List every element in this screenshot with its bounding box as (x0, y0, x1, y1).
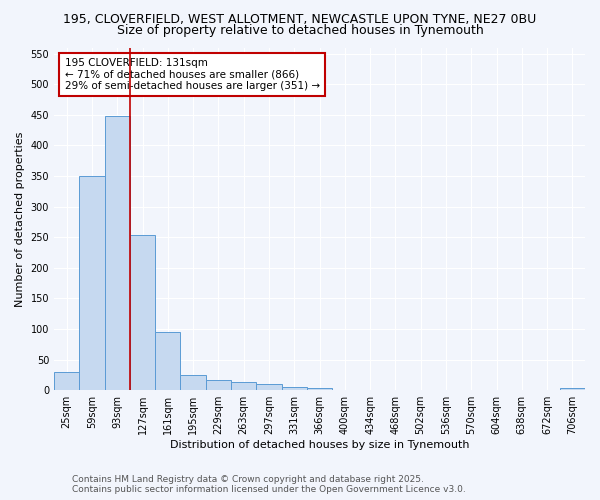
X-axis label: Distribution of detached houses by size in Tynemouth: Distribution of detached houses by size … (170, 440, 469, 450)
Bar (206, 380, 231, 390)
Bar (281, 387, 307, 390)
Bar (307, 388, 332, 390)
Bar (130, 236, 155, 390)
Bar (155, 332, 181, 390)
Bar (54, 372, 79, 390)
Bar (231, 382, 256, 390)
Text: 195, CLOVERFIELD, WEST ALLOTMENT, NEWCASTLE UPON TYNE, NE27 0BU: 195, CLOVERFIELD, WEST ALLOTMENT, NEWCAS… (64, 12, 536, 26)
Y-axis label: Number of detached properties: Number of detached properties (15, 131, 25, 306)
Text: Contains HM Land Registry data © Crown copyright and database right 2025.
Contai: Contains HM Land Registry data © Crown c… (72, 474, 466, 494)
Bar (79, 176, 104, 390)
Text: Size of property relative to detached houses in Tynemouth: Size of property relative to detached ho… (116, 24, 484, 37)
Text: 195 CLOVERFIELD: 131sqm
← 71% of detached houses are smaller (866)
29% of semi-d: 195 CLOVERFIELD: 131sqm ← 71% of detache… (65, 58, 320, 91)
Bar (256, 384, 281, 390)
Bar (181, 375, 206, 390)
Bar (104, 116, 130, 390)
Bar (560, 388, 585, 390)
